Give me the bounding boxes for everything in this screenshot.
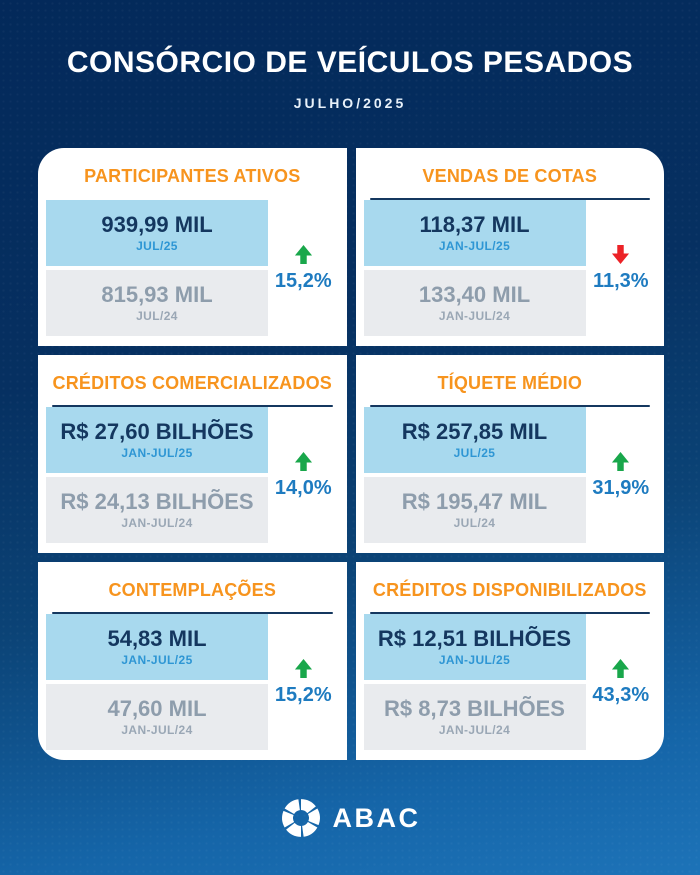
kpi-card-contemplacoes: CONTEMPLAÇÕES 54,83 MIL JAN-JUL/25 47,60…	[38, 562, 347, 760]
card-title: VENDAS DE COTAS	[422, 166, 598, 186]
change-percent: 43,3%	[592, 683, 650, 706]
previous-value-box: 815,93 MIL JUL/24	[46, 270, 268, 336]
change-percent: 31,9%	[592, 476, 650, 499]
arrow-up-icon	[294, 658, 312, 678]
arrow-up-icon	[294, 244, 312, 264]
card-body: R$ 12,51 BILHÕES JAN-JUL/25 R$ 8,73 BILH…	[363, 614, 657, 750]
previous-value-box: R$ 24,13 BILHÕES JAN-JUL/24	[46, 477, 268, 543]
card-body: 118,37 MIL JAN-JUL/25 133,40 MIL JAN-JUL…	[363, 200, 657, 336]
change-indicator: 43,3%	[586, 658, 657, 707]
abac-logo-text: ABAC	[332, 802, 421, 833]
arrow-up-icon	[612, 658, 630, 678]
value-boxes: 118,37 MIL JAN-JUL/25 133,40 MIL JAN-JUL…	[363, 200, 586, 336]
previous-value: R$ 8,73 BILHÕES	[384, 695, 565, 721]
current-period: JAN-JUL/25	[438, 653, 511, 668]
page-title: CONSÓRCIO DE VEÍCULOS PESADOS	[66, 46, 634, 79]
card-divider	[369, 612, 650, 614]
kpi-card-vendas-de-cotas: VENDAS DE COTAS 118,37 MIL JAN-JUL/25 13…	[355, 148, 664, 346]
previous-value: 47,60 MIL	[107, 695, 207, 721]
current-period: JUL/25	[453, 446, 496, 461]
current-value-box: R$ 12,51 BILHÕES JAN-JUL/25	[363, 614, 586, 680]
current-value-box: 118,37 MIL JAN-JUL/25	[363, 200, 586, 266]
previous-value: 133,40 MIL	[418, 281, 531, 307]
current-value: 939,99 MIL	[101, 211, 213, 237]
current-value-box: 54,83 MIL JAN-JUL/25	[46, 614, 268, 680]
change-indicator: 14,0%	[268, 451, 339, 500]
card-divider	[369, 405, 650, 407]
change-percent: 14,0%	[274, 476, 332, 499]
page-subtitle: JULHO/2025	[293, 95, 407, 111]
value-boxes: R$ 27,60 BILHÕES JAN-JUL/25 R$ 24,13 BIL…	[46, 407, 268, 543]
previous-value-box: R$ 8,73 BILHÕES JAN-JUL/24	[363, 684, 586, 750]
current-value: R$ 27,60 BILHÕES	[60, 418, 254, 444]
previous-value-box: 47,60 MIL JAN-JUL/24	[46, 684, 268, 750]
current-value: R$ 257,85 MIL	[401, 418, 548, 444]
card-body: 54,83 MIL JAN-JUL/25 47,60 MIL JAN-JUL/2…	[46, 614, 339, 750]
current-value-box: R$ 257,85 MIL JUL/25	[363, 407, 586, 473]
change-indicator: 11,3%	[586, 244, 657, 293]
kpi-card-tiquete-medio: TÍQUETE MÉDIO R$ 257,85 MIL JUL/25 R$ 19…	[355, 355, 664, 553]
arrow-up-icon	[294, 451, 312, 471]
card-title: CRÉDITOS DISPONIBILIZADOS	[372, 580, 647, 600]
current-period: JAN-JUL/25	[121, 446, 193, 461]
value-boxes: 54,83 MIL JAN-JUL/25 47,60 MIL JAN-JUL/2…	[46, 614, 268, 750]
change-indicator: 15,2%	[268, 244, 339, 293]
card-body: 939,99 MIL JUL/25 815,93 MIL JUL/24 15,2…	[46, 200, 339, 336]
previous-value-box: R$ 195,47 MIL JUL/24	[363, 477, 586, 543]
current-value: 54,83 MIL	[107, 625, 207, 651]
header: CONSÓRCIO DE VEÍCULOS PESADOS JULHO/2025	[0, 0, 700, 111]
current-period: JAN-JUL/25	[121, 653, 193, 668]
card-body: R$ 257,85 MIL JUL/25 R$ 195,47 MIL JUL/2…	[363, 407, 657, 543]
value-boxes: R$ 257,85 MIL JUL/25 R$ 195,47 MIL JUL/2…	[363, 407, 586, 543]
kpi-card-participantes-ativos: PARTICIPANTES ATIVOS 939,99 MIL JUL/25 8…	[38, 148, 347, 346]
previous-value: R$ 24,13 BILHÕES	[60, 488, 254, 514]
previous-value-box: 133,40 MIL JAN-JUL/24	[363, 270, 586, 336]
previous-period: JAN-JUL/24	[121, 516, 193, 531]
abac-logo-icon	[281, 799, 320, 837]
current-value-box: R$ 27,60 BILHÕES JAN-JUL/25	[46, 407, 268, 473]
previous-period: JAN-JUL/24	[121, 723, 193, 738]
previous-value: R$ 195,47 MIL	[401, 488, 548, 514]
previous-period: JUL/24	[453, 516, 496, 531]
card-title: TÍQUETE MÉDIO	[437, 373, 583, 393]
current-period: JUL/25	[136, 239, 178, 254]
change-percent: 11,3%	[592, 269, 649, 292]
change-percent: 15,2%	[274, 269, 332, 292]
previous-period: JAN-JUL/24	[438, 723, 511, 738]
current-value: 118,37 MIL	[419, 211, 530, 237]
kpi-card-creditos-comercializados: CRÉDITOS COMERCIALIZADOS R$ 27,60 BILHÕE…	[38, 355, 347, 553]
footer: ABAC	[0, 797, 700, 839]
previous-period: JUL/24	[136, 309, 178, 324]
arrow-up-icon	[612, 451, 630, 471]
value-boxes: R$ 12,51 BILHÕES JAN-JUL/25 R$ 8,73 BILH…	[363, 614, 586, 750]
card-body: R$ 27,60 BILHÕES JAN-JUL/25 R$ 24,13 BIL…	[46, 407, 339, 543]
current-period: JAN-JUL/25	[438, 239, 511, 254]
change-percent: 15,2%	[274, 683, 332, 706]
kpi-card-creditos-disponibilizados: CRÉDITOS DISPONIBILIZADOS R$ 12,51 BILHÕ…	[355, 562, 664, 760]
previous-period: JAN-JUL/24	[438, 309, 511, 324]
card-title: CRÉDITOS COMERCIALIZADOS	[52, 373, 332, 393]
kpi-grid: PARTICIPANTES ATIVOS 939,99 MIL JUL/25 8…	[38, 148, 664, 760]
change-indicator: 31,9%	[586, 451, 657, 500]
current-value-box: 939,99 MIL JUL/25	[46, 200, 268, 266]
card-title: PARTICIPANTES ATIVOS	[84, 166, 301, 186]
card-title: CONTEMPLAÇÕES	[108, 580, 277, 600]
change-indicator: 15,2%	[268, 658, 339, 707]
card-divider	[369, 198, 650, 200]
previous-value: 815,93 MIL	[101, 281, 213, 307]
value-boxes: 939,99 MIL JUL/25 815,93 MIL JUL/24	[46, 200, 268, 336]
arrow-down-icon	[612, 244, 630, 264]
card-divider	[52, 612, 333, 614]
card-divider	[52, 405, 333, 407]
current-value: R$ 12,51 BILHÕES	[377, 625, 572, 651]
